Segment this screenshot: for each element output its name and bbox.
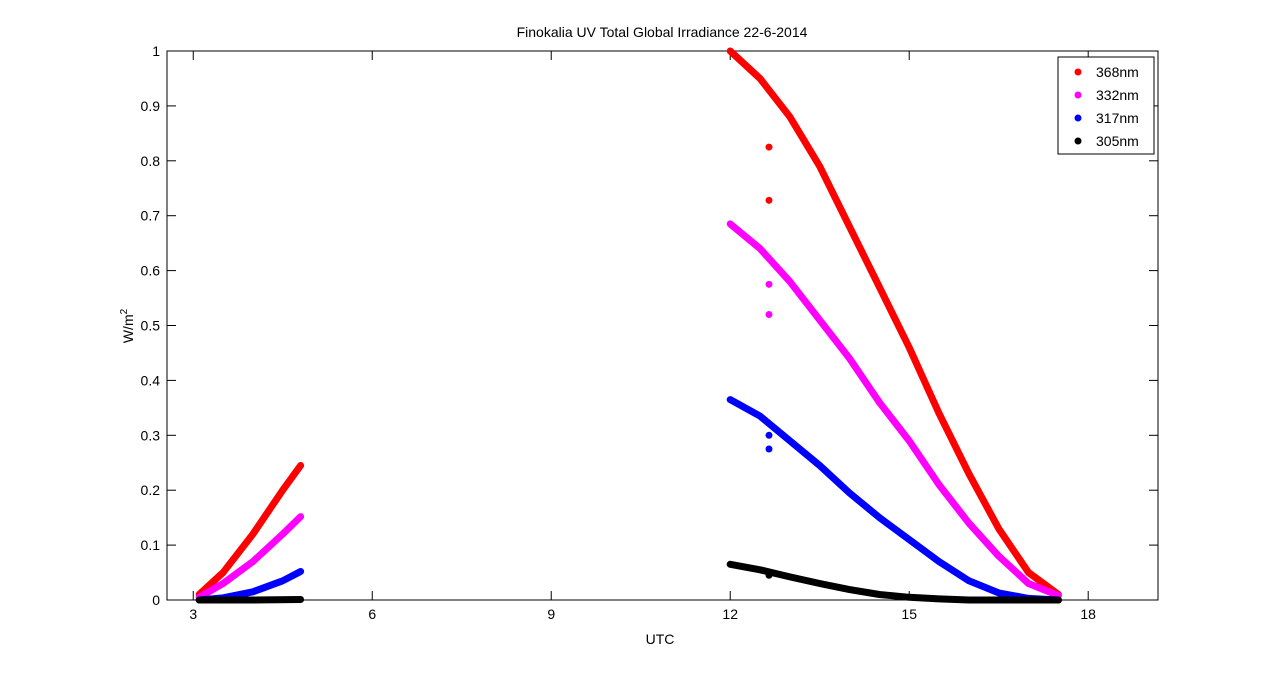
y-axis-label-sup: 2 [119, 308, 130, 314]
legend: 368nm 332nm 317nm 305nm [1057, 56, 1155, 155]
series-segment-368nm [726, 47, 1062, 598]
chart-title: Finokalia UV Total Global Irradiance 22-… [517, 24, 808, 40]
legend-marker-317nm [1074, 114, 1082, 122]
legend-marker-305nm [1074, 137, 1082, 145]
y-tick-label: 0.1 [141, 537, 161, 553]
series-segment-317nm [726, 396, 1062, 604]
y-tick-label: 0.3 [141, 427, 161, 443]
y-tick-label: 0.7 [141, 208, 161, 224]
y-tick-label: 0.6 [141, 263, 161, 279]
legend-label: 368nm [1096, 64, 1139, 80]
series-305nm [195, 560, 1062, 604]
y-tick-label: 0.5 [141, 318, 161, 334]
y-tick-label: 1 [152, 43, 160, 59]
outlier-point-317nm [765, 445, 773, 453]
legend-label: 305nm [1096, 133, 1139, 149]
x-axis-label: UTC [646, 631, 675, 647]
outlier-point-317nm [765, 431, 773, 439]
series-segment-332nm [195, 513, 305, 601]
outlier-point-368nm [765, 196, 773, 204]
series-332nm [195, 220, 1062, 601]
outlier-point-332nm [765, 311, 773, 319]
series-segment-305nm [726, 560, 1062, 604]
series-segment-332nm [726, 220, 1062, 600]
x-tick-label: 9 [547, 606, 555, 622]
legend-label: 332nm [1096, 87, 1139, 103]
legend-box [1057, 56, 1155, 155]
y-axis-label-text: W/m [120, 314, 136, 343]
outlier-point-332nm [765, 280, 773, 288]
legend-marker-368nm [1074, 68, 1082, 76]
x-tick-label: 18 [1080, 606, 1096, 622]
series-segment-305nm [195, 596, 305, 604]
series-368nm [195, 47, 1062, 598]
plot-area [166, 50, 1159, 601]
y-tick-label: 0.4 [141, 372, 161, 388]
x-tick-label: 6 [368, 606, 376, 622]
y-tick-label: 0.9 [141, 98, 161, 114]
legend-marker-332nm [1074, 91, 1082, 99]
outlier-point-305nm [765, 571, 773, 579]
y-tick-label: 0.8 [141, 153, 161, 169]
y-tick-label: 0 [152, 592, 160, 608]
x-tick-label: 12 [722, 606, 738, 622]
outlier-point-368nm [765, 143, 773, 151]
x-tick-label: 3 [189, 606, 197, 622]
legend-label: 317nm [1096, 110, 1139, 126]
y-axis-label: W/m2 [119, 308, 136, 343]
series-segment-368nm [195, 462, 305, 598]
x-tick-label: 15 [901, 606, 917, 622]
y-tick-label: 0.2 [141, 482, 161, 498]
